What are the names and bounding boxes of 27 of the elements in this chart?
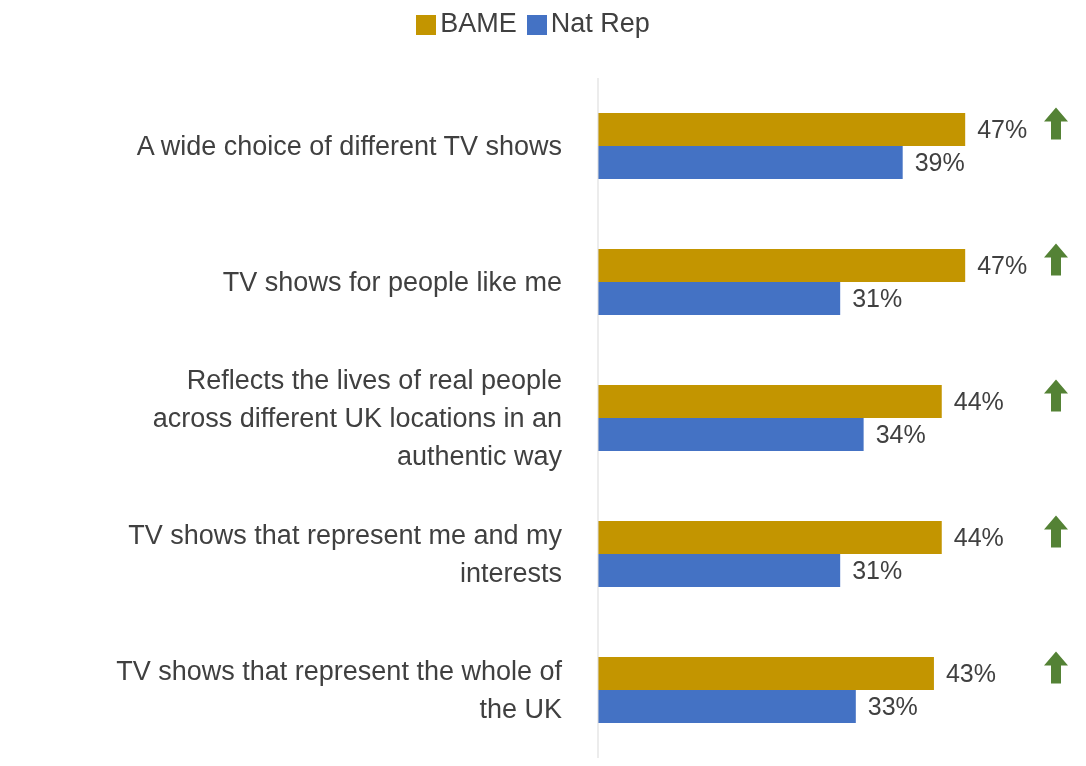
legend-label: Nat Rep <box>550 8 650 38</box>
y-tick-label: TV shows for people like me <box>222 267 562 297</box>
data-label: 47% <box>977 115 1028 144</box>
y-tick-label: TV shows that represent the whole of the UK <box>116 656 563 724</box>
y-tick-label: TV shows that represent me and my interests <box>128 520 563 588</box>
data-label: 39% <box>914 148 965 177</box>
bar <box>598 690 856 723</box>
data-label: 33% <box>867 692 918 721</box>
data-label: 34% <box>875 420 926 449</box>
data-label: 31% <box>852 284 903 313</box>
bar <box>598 554 841 587</box>
bar <box>598 521 942 554</box>
bar <box>598 418 864 451</box>
bar <box>598 146 903 179</box>
bar <box>598 249 966 282</box>
data-label: 47% <box>977 251 1028 280</box>
bar <box>598 282 841 315</box>
bar <box>598 385 942 418</box>
bar <box>598 657 934 690</box>
data-label: 43% <box>945 659 996 688</box>
data-label: 44% <box>953 387 1004 416</box>
legend-label: BAME <box>440 8 517 38</box>
data-label: 31% <box>852 556 903 585</box>
y-tick-label: Reflects the lives of real people across different UK locations in an authentic way <box>152 365 563 471</box>
y-tick-label: A wide choice of different TV shows <box>136 131 562 161</box>
bar <box>598 113 966 146</box>
data-label: 44% <box>953 523 1004 552</box>
